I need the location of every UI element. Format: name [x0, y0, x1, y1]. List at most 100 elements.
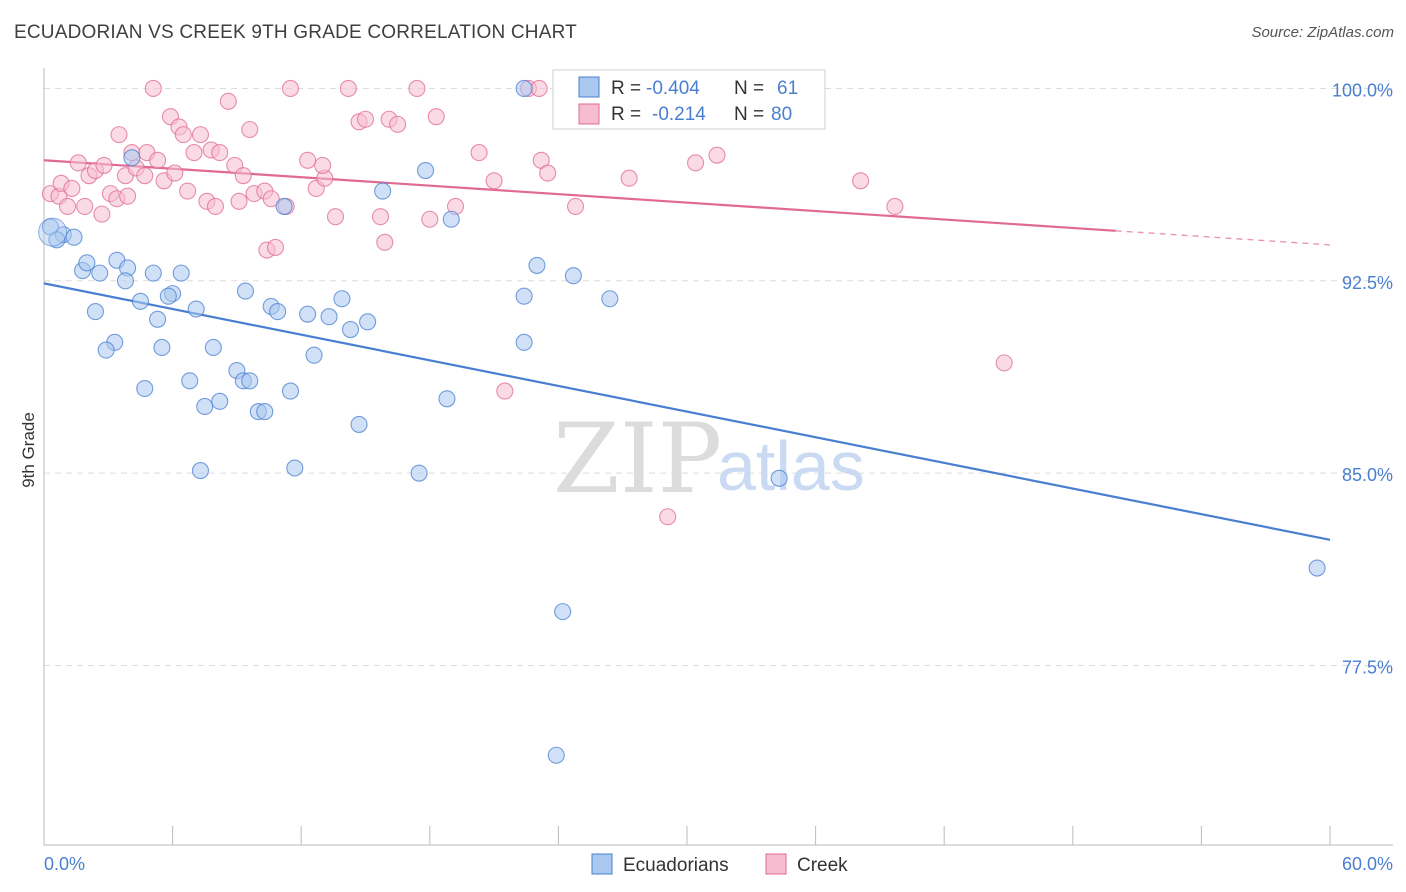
- y-tick-label: 77.5%: [1342, 657, 1393, 677]
- data-point: [91, 264, 109, 282]
- legend-n-value: 61: [777, 78, 798, 99]
- data-point: [86, 303, 104, 321]
- data-point: [515, 287, 533, 305]
- x-tick-label: 0.0%: [44, 854, 85, 874]
- data-point: [566, 197, 585, 215]
- data-point: [144, 264, 162, 282]
- data-point: [241, 372, 259, 390]
- data-point: [97, 341, 115, 359]
- trend-line-creek: [43, 159, 1116, 232]
- legend-r-label: R =: [611, 104, 641, 125]
- data-point: [299, 151, 317, 169]
- data-point: [470, 144, 488, 162]
- legend: R = -0.404 N = 61 R = -0.214 N = 80: [552, 69, 826, 130]
- svg-text:R =: R =: [611, 78, 641, 99]
- series-ecuadorians: [41, 79, 1326, 764]
- data-point: [136, 167, 154, 185]
- legend-r-label: R =: [611, 78, 641, 99]
- bottom-legend-label-creek: Creek: [797, 855, 848, 876]
- data-point: [708, 146, 726, 164]
- data-point: [211, 144, 229, 162]
- data-point: [275, 197, 293, 215]
- data-point: [76, 197, 94, 215]
- data-point: [852, 172, 870, 190]
- data-point: [234, 167, 252, 185]
- data-point: [359, 313, 377, 331]
- data-point: [59, 197, 77, 215]
- y-tick-labels: 77.5% 85.0% 92.5% 100.0%: [1332, 80, 1393, 677]
- data-point: [159, 287, 177, 305]
- x-tick-label: 60.0%: [1342, 854, 1393, 874]
- chart-title: ECUADORIAN VS CREEK 9TH GRADE CORRELATIO…: [14, 22, 577, 43]
- data-point: [341, 320, 360, 339]
- data-point: [314, 156, 332, 174]
- data-point: [374, 182, 392, 200]
- data-point: [196, 397, 214, 416]
- data-point: [174, 126, 192, 144]
- data-point: [770, 469, 788, 487]
- data-point: [153, 338, 171, 357]
- data-point: [339, 79, 357, 98]
- axes: [43, 68, 1393, 846]
- data-point: [269, 303, 287, 321]
- data-point: [408, 79, 426, 98]
- data-point: [256, 403, 274, 421]
- trend-line-ecuadorians: [43, 282, 1331, 541]
- bottom-legend-label-ecuadorians: Ecuadorians: [623, 855, 729, 876]
- data-point: [262, 190, 280, 208]
- data-point: [187, 300, 205, 318]
- legend-n-value: 80: [771, 104, 792, 125]
- data-point: [63, 179, 81, 198]
- bottom-legend-swatch-creek: [765, 853, 787, 875]
- data-point: [281, 382, 300, 400]
- data-point: [376, 233, 394, 251]
- y-axis-label: 9th Grade: [19, 412, 38, 488]
- data-point: [65, 228, 83, 246]
- bottom-legend-swatch-ecuadorians: [591, 853, 613, 875]
- watermark-zip: ZIP: [553, 403, 722, 515]
- data-point: [620, 169, 638, 187]
- data-point: [230, 192, 248, 210]
- data-point: [119, 187, 137, 205]
- data-point: [530, 79, 548, 98]
- data-point: [204, 338, 222, 357]
- data-point: [350, 415, 368, 433]
- data-point: [144, 79, 162, 98]
- data-point: [219, 92, 237, 110]
- data-point: [528, 256, 546, 274]
- data-point: [166, 164, 184, 182]
- data-point: [438, 390, 456, 408]
- data-point: [554, 603, 572, 621]
- data-point: [601, 290, 619, 308]
- data-point: [149, 151, 167, 169]
- data-point: [78, 254, 96, 272]
- data-point: [206, 197, 225, 215]
- bottom-legend: Ecuadorians Creek: [591, 853, 848, 876]
- data-point: [356, 110, 375, 128]
- data-point: [281, 79, 300, 98]
- data-point: [131, 292, 149, 310]
- data-point: [123, 149, 141, 167]
- data-point: [320, 308, 338, 326]
- data-point: [185, 144, 203, 162]
- data-point: [179, 182, 197, 200]
- data-point: [410, 464, 428, 482]
- data-point: [564, 267, 582, 285]
- legend-n-label: N =: [734, 78, 764, 99]
- data-point: [191, 462, 210, 480]
- data-point: [299, 305, 317, 323]
- data-point: [886, 197, 904, 215]
- data-point: [69, 154, 87, 172]
- data-point: [116, 272, 134, 290]
- data-point: [181, 372, 199, 390]
- data-point: [539, 164, 557, 182]
- data-point: [241, 120, 259, 139]
- data-point-cluster: [38, 217, 68, 247]
- y-tick-label: 100.0%: [1332, 80, 1393, 100]
- y-tick-label: 85.0%: [1342, 465, 1393, 485]
- data-point: [389, 115, 407, 133]
- data-point: [416, 161, 435, 180]
- data-point: [496, 382, 514, 400]
- trend-line-extension-creek: [1115, 230, 1331, 246]
